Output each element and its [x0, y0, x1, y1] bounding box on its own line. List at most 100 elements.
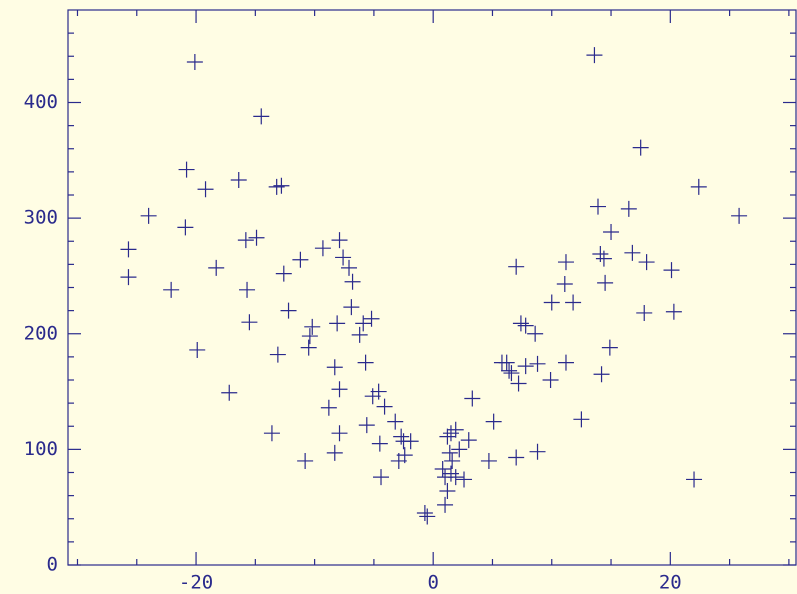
point [456, 471, 473, 488]
point [163, 281, 180, 298]
point [601, 339, 618, 356]
point [320, 399, 337, 416]
point [557, 354, 574, 371]
point [527, 325, 544, 342]
point [731, 207, 748, 224]
point [370, 383, 387, 400]
point [460, 432, 477, 449]
y-tick-label: 0 [47, 554, 58, 576]
point [593, 366, 610, 383]
point [373, 469, 390, 486]
point [273, 177, 290, 194]
point [517, 317, 534, 334]
point [480, 452, 497, 469]
point [140, 207, 157, 224]
point [253, 108, 270, 125]
y-tick-label: 400 [24, 91, 58, 113]
point [263, 425, 280, 442]
point [280, 302, 297, 319]
point [638, 254, 655, 271]
point [358, 417, 375, 434]
point [221, 384, 238, 401]
point [665, 303, 682, 320]
point [498, 354, 515, 371]
point [292, 251, 309, 268]
point [269, 346, 286, 363]
point [241, 314, 258, 331]
point [208, 259, 225, 276]
point [447, 421, 464, 438]
point [620, 200, 637, 217]
y-tick-label: 300 [24, 207, 58, 229]
point [178, 161, 195, 178]
point [447, 469, 464, 486]
point [230, 171, 247, 188]
point [556, 276, 573, 293]
point [510, 375, 527, 392]
point [177, 219, 194, 236]
point [434, 461, 451, 478]
point [120, 241, 137, 258]
point [275, 265, 292, 282]
point [508, 449, 525, 466]
point [464, 390, 481, 407]
point [357, 354, 374, 371]
x-tick-label: -20 [179, 572, 213, 594]
point [595, 250, 612, 267]
point [586, 47, 603, 64]
point [439, 483, 456, 499]
point [437, 496, 454, 513]
point [355, 315, 372, 332]
x-tick-label: 0 [427, 572, 438, 594]
point [335, 249, 352, 266]
point [341, 259, 358, 276]
point [326, 444, 343, 461]
point [331, 232, 348, 249]
point [663, 262, 680, 279]
point [363, 310, 380, 327]
point [237, 232, 254, 249]
point [686, 471, 703, 488]
point [690, 178, 707, 195]
point [189, 341, 206, 358]
x-tick-label: 20 [659, 572, 682, 594]
point [517, 358, 534, 375]
point [248, 229, 265, 246]
point [565, 294, 582, 311]
point [376, 398, 393, 415]
point [402, 433, 419, 450]
point [543, 294, 560, 311]
point [239, 281, 256, 298]
y-tick-label: 100 [24, 438, 58, 460]
point [326, 359, 343, 376]
point [542, 372, 559, 388]
point [529, 355, 546, 372]
point [419, 508, 436, 525]
point [444, 452, 461, 469]
point [439, 428, 456, 445]
point [597, 274, 614, 291]
point [331, 425, 348, 442]
point [573, 411, 590, 428]
point [351, 326, 368, 343]
point [387, 413, 404, 430]
point [343, 299, 360, 316]
point [396, 447, 413, 464]
point [304, 318, 321, 335]
point [592, 245, 609, 262]
point [301, 328, 318, 345]
point [529, 443, 546, 460]
y-tick-label: 200 [24, 322, 58, 344]
point [624, 244, 641, 261]
point [636, 304, 653, 321]
point [508, 258, 525, 275]
point [329, 315, 346, 332]
point [503, 365, 520, 382]
point [441, 444, 458, 461]
point [120, 269, 137, 286]
point [344, 273, 361, 290]
point [416, 504, 433, 521]
point [393, 428, 410, 445]
